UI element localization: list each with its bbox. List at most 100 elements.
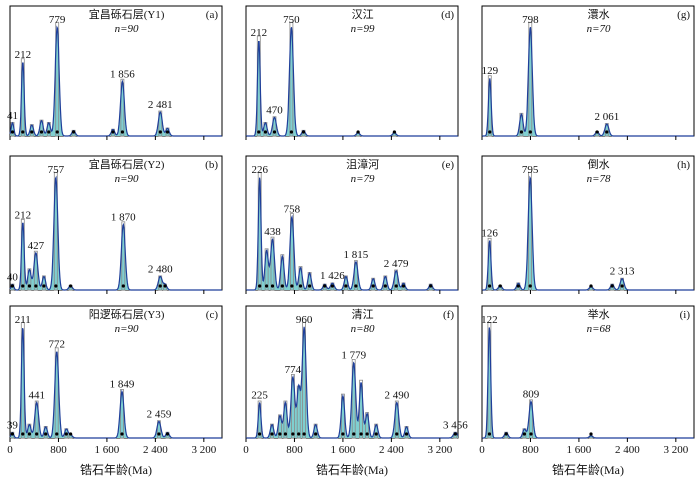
peak-label: 1 870 — [111, 212, 136, 224]
panel-title: 清江 — [352, 308, 374, 321]
age-marker — [605, 130, 609, 134]
age-marker — [290, 284, 294, 288]
age-marker — [341, 432, 345, 436]
peak-label: 2 479 — [384, 258, 409, 270]
age-marker — [528, 130, 532, 134]
peak-label: 438 — [264, 226, 281, 238]
age-marker — [529, 432, 533, 436]
age-marker — [44, 432, 48, 436]
density-fill — [482, 27, 694, 137]
peak-label: 441 — [28, 390, 45, 402]
age-marker — [516, 284, 520, 288]
panel-letter: (b) — [205, 159, 218, 171]
age-marker — [55, 432, 59, 436]
panel-f: 0 800 1 600 2 400 3 200 清江 n=80 (f) 225 774 960 1 7… — [243, 305, 468, 477]
peak-label: 757 — [48, 164, 65, 176]
age-marker — [278, 432, 282, 436]
age-marker — [21, 284, 25, 288]
age-marker — [488, 130, 492, 134]
age-marker — [263, 130, 267, 134]
density-fill — [482, 327, 694, 438]
age-marker — [270, 432, 274, 436]
peak-label: 795 — [522, 164, 539, 176]
histogram-bar — [33, 250, 38, 291]
histogram-bar — [156, 420, 161, 439]
panel-title: 汉江 — [352, 8, 374, 21]
peak-label: 226 — [251, 164, 268, 176]
age-marker — [257, 130, 261, 134]
histogram-bar — [121, 221, 126, 291]
peak-label: 2 481 — [148, 99, 173, 111]
age-marker — [404, 432, 409, 436]
panel-letter: (c) — [206, 309, 219, 321]
panel-c: 0 800 1 600 2 400 3 200 阳逻砾石层(Y3) n=90 (c) 39 211… — [7, 305, 223, 477]
age-marker — [504, 432, 508, 436]
x-tick-label: 3 200 — [191, 444, 216, 456]
histogram-bar — [270, 236, 275, 291]
histogram-bar — [290, 373, 295, 439]
density-fill — [246, 27, 458, 137]
histogram-bar — [353, 260, 358, 291]
panel-g: 澴水 n=70 (g) 129 798 2 061 — [481, 5, 695, 140]
age-marker — [69, 432, 73, 436]
panel-letter: (i) — [680, 309, 691, 321]
sample-count: n=70 — [587, 23, 611, 35]
density-curve — [9, 327, 222, 439]
x-tick-label: 0 — [243, 444, 249, 456]
age-marker — [283, 432, 287, 436]
age-marker — [165, 432, 170, 436]
histogram-bar — [394, 400, 399, 439]
age-marker — [30, 130, 34, 134]
age-marker — [620, 284, 624, 288]
age-marker — [158, 130, 162, 134]
sample-count: n=79 — [351, 173, 375, 185]
age-marker — [163, 284, 167, 288]
x-tick-label: 0 — [479, 444, 485, 456]
age-marker — [120, 432, 124, 436]
x-tick-label: 800 — [522, 444, 539, 456]
age-marker — [392, 130, 396, 134]
age-marker — [356, 130, 360, 134]
panel-title: 沮漳河 — [346, 157, 379, 171]
age-marker — [69, 284, 73, 288]
age-marker — [10, 130, 15, 134]
peak-label: 40 — [7, 271, 19, 283]
age-marker — [280, 284, 284, 288]
density-fill — [10, 177, 222, 290]
age-marker — [488, 284, 492, 288]
panel-title: 倒水 — [588, 158, 610, 171]
x-tick-label: 1 600 — [567, 444, 592, 456]
x-axis-title: 锆石年龄(Ma) — [80, 463, 152, 477]
peak-label: 2 061 — [594, 111, 619, 123]
peak-label: 41 — [7, 110, 18, 122]
age-marker — [39, 130, 44, 134]
density-curve — [246, 27, 458, 137]
panel-a: 宜昌砾石层(Y1) n=90 (a) 41 212 779 1 856 2 481 — [7, 5, 223, 140]
panel-h: 倒水 n=78 (h) 126 795 2 313 — [481, 155, 695, 294]
age-marker — [258, 432, 262, 436]
age-marker — [289, 130, 293, 134]
peak-label: 212 — [251, 27, 268, 39]
age-marker — [165, 130, 170, 134]
peak-label: 772 — [49, 338, 66, 350]
peak-label: 1 815 — [344, 249, 369, 261]
panel-letter: (h) — [677, 159, 690, 171]
x-tick-label: 3 200 — [427, 444, 452, 456]
x-tick-label: 2 400 — [143, 444, 168, 456]
panel-letter: (d) — [441, 9, 454, 21]
peak-label: 225 — [251, 390, 268, 402]
age-marker — [121, 284, 125, 288]
sample-count: n=68 — [587, 323, 611, 335]
age-marker — [374, 432, 378, 436]
age-marker — [258, 284, 262, 288]
age-marker — [401, 284, 406, 288]
age-marker — [54, 284, 58, 288]
x-tick-label: 800 — [50, 444, 67, 456]
peak-label: 122 — [481, 314, 498, 326]
peak-label: 774 — [285, 364, 302, 376]
x-axis-title: 锆石年龄(Ma) — [316, 463, 388, 477]
density-curve — [482, 27, 694, 137]
sample-count: n=99 — [351, 23, 375, 35]
